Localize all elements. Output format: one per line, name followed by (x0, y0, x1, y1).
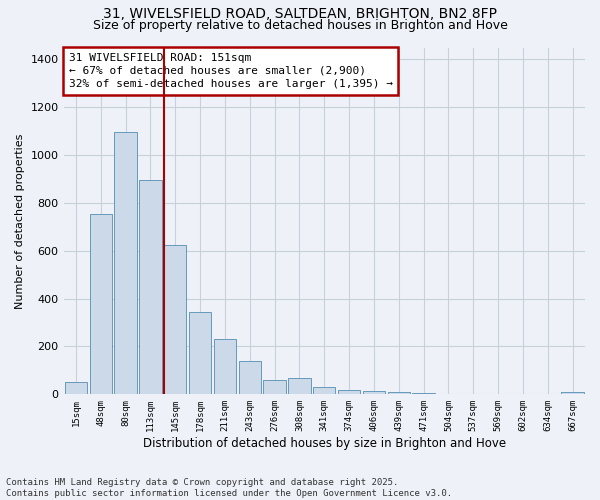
Text: 31 WIVELSFIELD ROAD: 151sqm
← 67% of detached houses are smaller (2,900)
32% of : 31 WIVELSFIELD ROAD: 151sqm ← 67% of det… (69, 52, 393, 89)
Bar (288, 378, 311, 394)
Bar (65, 382, 87, 394)
Bar (164, 245, 187, 394)
Bar (388, 392, 410, 394)
Text: Contains HM Land Registry data © Crown copyright and database right 2025.
Contai: Contains HM Land Registry data © Crown c… (6, 478, 452, 498)
Bar (239, 361, 261, 394)
Text: 31, WIVELSFIELD ROAD, SALTDEAN, BRIGHTON, BN2 8FP: 31, WIVELSFIELD ROAD, SALTDEAN, BRIGHTON… (103, 8, 497, 22)
Bar (115, 132, 137, 394)
X-axis label: Distribution of detached houses by size in Brighton and Hove: Distribution of detached houses by size … (143, 437, 506, 450)
Bar (363, 392, 385, 394)
Bar (214, 340, 236, 394)
Bar (338, 390, 360, 394)
Bar (189, 312, 211, 394)
Bar (139, 180, 161, 394)
Bar (263, 380, 286, 394)
Bar (562, 392, 584, 394)
Y-axis label: Number of detached properties: Number of detached properties (15, 133, 25, 308)
Bar (89, 214, 112, 394)
Text: Size of property relative to detached houses in Brighton and Hove: Size of property relative to detached ho… (92, 18, 508, 32)
Bar (313, 387, 335, 394)
